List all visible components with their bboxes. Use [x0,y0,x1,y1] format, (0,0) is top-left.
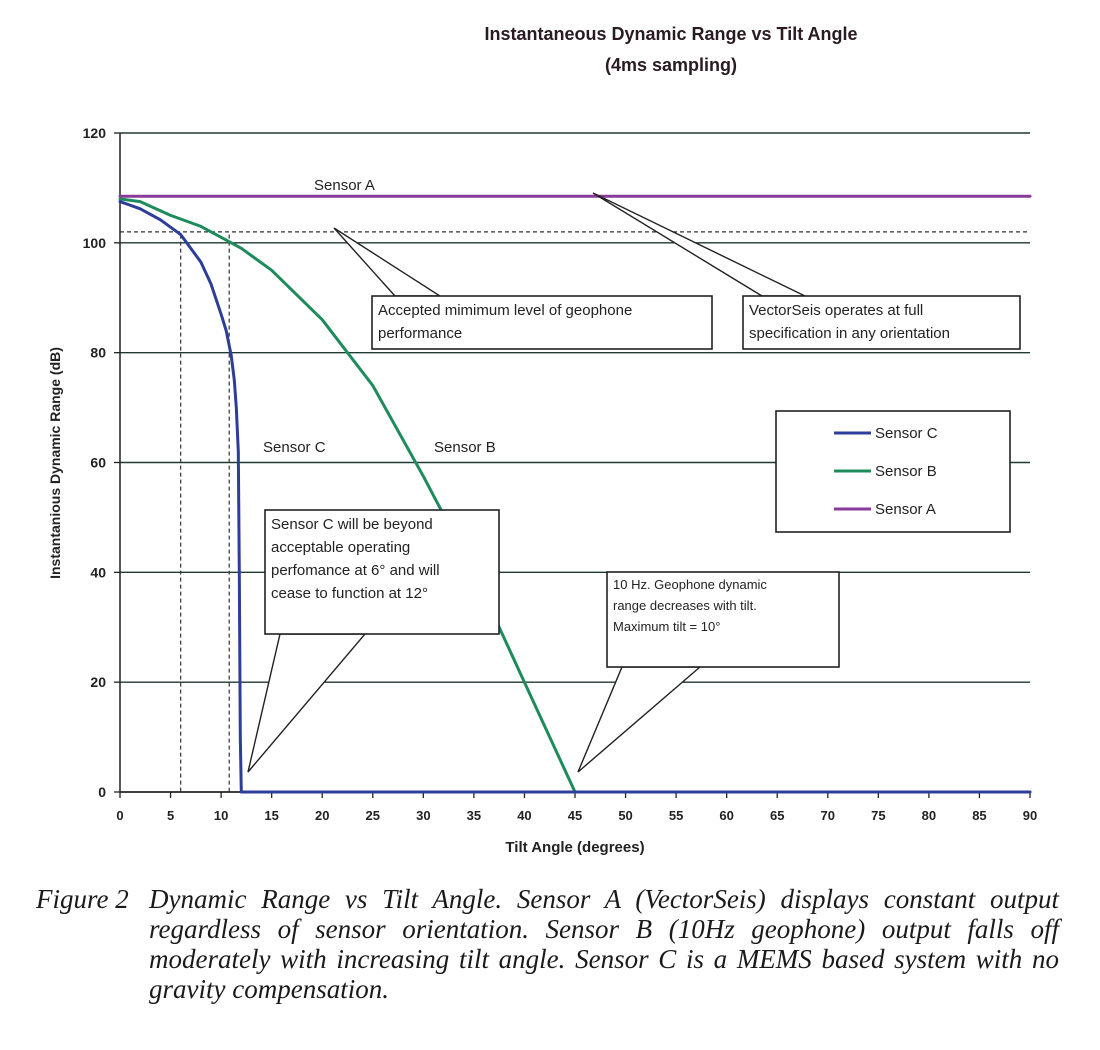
x-axis: 0 5 10 15 20 25 30 35 40 45 50 55 60 65 70 75 80 85 90 [116,791,1037,823]
x-tick-label-40: 40 [517,808,531,823]
callout-geophone-line-1: 10 Hz. Geophone dynamic [613,577,767,592]
legend-label-sensor-a: Sensor A [875,501,936,518]
callout-sensor-c-pointer [247,633,367,773]
x-tick-label-65: 65 [770,808,784,823]
legend-box [775,410,1011,533]
sensor-c-label: Sensor C [263,439,326,456]
callout-geophone-line-2: range decreases with tilt. [613,598,757,613]
callout-min-level-line-2: performance [378,325,462,342]
x-axis-label: Tilt Angle (degrees) [505,839,644,856]
sensor-c-line [118,200,1032,794]
callout-sensor-c-line-4: cease to function at 12° [271,585,428,602]
caption-lead: Figure 2 [36,884,129,914]
y-tick-label-120: 120 [83,125,107,141]
callout-vectorseis: VectorSeis operates at full specification… [592,192,1021,350]
sensor-b-label: Sensor B [434,439,496,456]
callout-min-level-line-1: Accepted mimimum level of geophone [378,302,632,319]
callout-geophone: 10 Hz. Geophone dynamic range decreases w… [577,571,840,773]
x-tick-label-55: 55 [669,808,683,823]
x-tick-label-30: 30 [416,808,430,823]
callout-sensor-c: Sensor C will be beyond acceptable operat… [247,509,500,773]
chart-subtitle: (4ms sampling) [605,55,737,75]
legend: Sensor C Sensor B Sensor A [775,410,1011,533]
callout-sensor-c-line-1: Sensor C will be beyond [271,516,433,533]
x-tick-label-35: 35 [467,808,481,823]
x-tick-label-0: 0 [116,808,123,823]
x-tick-label-70: 70 [821,808,835,823]
x-tick-label-20: 20 [315,808,329,823]
callout-min-level-pointer [333,227,443,297]
callout-sensor-c-box [264,509,500,635]
chart-title: Instantaneous Dynamic Range vs Tilt Angl… [484,24,857,44]
x-tick-label-10: 10 [214,808,228,823]
x-tick-label-90: 90 [1023,808,1037,823]
x-tick-label-75: 75 [871,808,885,823]
callout-geophone-line-3: Maximum tilt = 10° [613,619,720,634]
y-tick-label-0: 0 [98,784,106,800]
data-series [118,194,1032,794]
x-tick-label-25: 25 [366,808,380,823]
x-tick-label-45: 45 [568,808,582,823]
y-tick-label-80: 80 [90,345,106,361]
x-tick-label-15: 15 [264,808,278,823]
callout-sensor-c-line-2: acceptable operating [271,539,410,556]
y-tick-label-40: 40 [90,564,106,580]
sensor-a-label: Sensor A [314,177,375,194]
callouts: Accepted mimimum level of geophone perfor… [247,192,1021,773]
y-axis-label: Instantanious Dynamic Range (dB) [47,347,63,579]
callout-vectorseis-line-2: specification in any orientation [749,325,950,342]
y-axis: 0 20 40 60 80 100 120 [83,125,121,800]
legend-label-sensor-c: Sensor C [875,425,938,442]
y-tick-label-20: 20 [90,674,106,690]
legend-label-sensor-b: Sensor B [875,463,937,480]
y-tick-label-60: 60 [90,455,106,471]
caption-text: Dynamic Range vs Tilt Angle. Sensor A (V… [149,884,1059,1004]
reference-lines [120,231,1030,792]
callout-vectorseis-pointer [592,192,806,297]
callout-sensor-c-line-3: perfomance at 6° and will [271,562,440,579]
callout-geophone-box [606,571,840,668]
x-tick-label-5: 5 [167,808,174,823]
y-tick-label-100: 100 [83,235,107,251]
callout-vectorseis-box [742,295,1021,350]
callout-min-level: Accepted mimimum level of geophone perfor… [333,227,713,350]
callout-min-level-box [371,295,713,350]
x-tick-label-60: 60 [719,808,733,823]
series-labels: Sensor A Sensor C Sensor B [263,177,496,456]
x-tick-label-50: 50 [618,808,632,823]
x-tick-label-85: 85 [972,808,986,823]
callout-vectorseis-line-1: VectorSeis operates at full [749,302,923,319]
x-tick-label-80: 80 [922,808,936,823]
